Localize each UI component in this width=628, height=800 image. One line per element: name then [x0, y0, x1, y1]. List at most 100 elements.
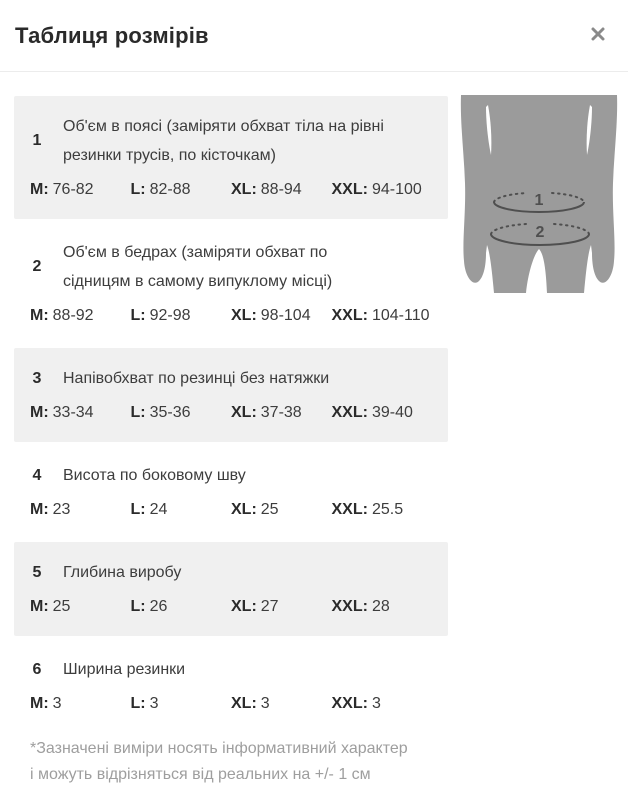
- size-value: 39-40: [371, 404, 413, 421]
- row-sizes: M: 23 L: 24 XL: 25 XXL: 25.5: [30, 496, 432, 523]
- row-description: Об'єм в поясі (заміряти обхват тіла на р…: [63, 118, 384, 164]
- size-label: L:: [130, 404, 146, 421]
- row-description: Об'єм в бедрах (заміряти обхват по сідни…: [63, 244, 333, 290]
- row-number: 2: [32, 258, 42, 275]
- size-label: XL:: [231, 598, 257, 615]
- size-label: XXL:: [331, 307, 368, 324]
- size-label: XL:: [231, 181, 257, 198]
- row-number: 4: [32, 466, 42, 484]
- size-label: M:: [30, 307, 49, 324]
- row-number: 3: [32, 369, 42, 387]
- modal-header: Таблиця розмірів: [0, 0, 628, 72]
- size-cell-l: L: 82-88: [131, 176, 232, 203]
- size-value: 3: [371, 695, 381, 712]
- size-cell-m: M: 33-34: [30, 399, 131, 426]
- row-number: 1: [32, 132, 42, 149]
- size-cell-xxl: XXL: 39-40: [332, 399, 433, 426]
- row-description: Глибина виробу: [63, 564, 182, 581]
- size-value: 104-110: [371, 307, 430, 324]
- size-value: 3: [149, 695, 159, 712]
- row-number: 5: [32, 563, 42, 581]
- close-icon: [590, 26, 606, 45]
- size-value: 23: [52, 501, 71, 518]
- size-label: M:: [30, 695, 49, 712]
- size-value: 82-88: [149, 181, 191, 198]
- right-armpit-gap: [586, 105, 592, 155]
- waist-marker-label: 1: [535, 192, 544, 209]
- size-value: 24: [149, 501, 168, 518]
- size-row-5: 5 Глибина виробу M: 25 L: 26 XL: 27 XXL: 28: [14, 542, 448, 636]
- size-label: XL:: [231, 501, 257, 518]
- size-value: 92-98: [149, 307, 191, 324]
- size-label: XL:: [231, 404, 257, 421]
- hip-measure-line: [490, 223, 590, 246]
- size-label: XL:: [231, 695, 257, 712]
- row-sizes: M: 33-34 L: 35-36 XL: 37-38 XXL: 39-40: [30, 399, 432, 426]
- size-cell-xl: XL: 88-94: [231, 176, 332, 203]
- size-cell-m: M: 76-82: [30, 176, 131, 203]
- row-sizes: M: 76-82 L: 82-88 XL: 88-94 XXL: 94-100: [30, 176, 432, 203]
- close-button[interactable]: [584, 22, 612, 50]
- size-value: 26: [149, 598, 168, 615]
- size-value: 27: [260, 598, 279, 615]
- size-value: 37-38: [260, 404, 302, 421]
- size-row-4: 4 Висота по боковому шву M: 23 L: 24 XL: 25…: [14, 453, 448, 531]
- size-cell-xxl: XXL: 3: [332, 690, 433, 717]
- size-label: L:: [130, 307, 146, 324]
- size-label: M:: [30, 404, 49, 421]
- torso-silhouette: [460, 95, 618, 293]
- size-cell-xl: XL: 27: [231, 593, 332, 620]
- size-label: XL:: [231, 307, 257, 324]
- size-row-6: 6 Ширина резинки M: 3 L: 3 XL: 3 XXL: 3: [14, 647, 448, 725]
- size-cell-xxl: XXL: 28: [332, 593, 433, 620]
- size-label: L:: [130, 695, 146, 712]
- size-value: 33-34: [52, 404, 94, 421]
- row-description: Висота по боковому шву: [63, 467, 246, 484]
- size-cell-xl: XL: 3: [231, 690, 332, 717]
- row-description: Ширина резинки: [63, 661, 186, 678]
- row-sizes: M: 88-92 L: 92-98 XL: 98-104 XXL: 104-110: [30, 302, 432, 329]
- size-label: XXL:: [331, 181, 368, 198]
- size-value: 3: [260, 695, 270, 712]
- size-row-2: 2 Об'єм в бедрах (заміряти обхват по сід…: [14, 230, 448, 337]
- row-description: Напівобхват по резинці без натяжки: [63, 370, 330, 387]
- size-row-1: 1 Об'єм в поясі (заміряти обхват тіла на…: [14, 96, 448, 219]
- size-label: M:: [30, 501, 49, 518]
- size-cell-m: M: 3: [30, 690, 131, 717]
- size-cell-xl: XL: 98-104: [231, 302, 332, 329]
- size-label: L:: [130, 598, 146, 615]
- size-value: 88-94: [260, 181, 302, 198]
- size-value: 25.5: [371, 501, 404, 518]
- size-value: 35-36: [149, 404, 191, 421]
- page-title: Таблиця розмірів: [15, 22, 209, 48]
- size-value: 98-104: [260, 307, 311, 324]
- size-cell-l: L: 24: [131, 496, 232, 523]
- size-value: 3: [52, 695, 62, 712]
- size-cell-xxl: XXL: 104-110: [332, 302, 433, 329]
- size-cell-l: L: 3: [131, 690, 232, 717]
- size-label: M:: [30, 181, 49, 198]
- size-cell-l: L: 35-36: [131, 399, 232, 426]
- size-value: 94-100: [371, 181, 422, 198]
- size-label: XXL:: [331, 404, 368, 421]
- hip-marker-label: 2: [536, 224, 545, 241]
- size-rows: 1 Об'єм в поясі (заміряти обхват тіла на…: [14, 96, 448, 788]
- size-cell-l: L: 26: [131, 593, 232, 620]
- size-cell-xxl: XXL: 94-100: [332, 176, 433, 203]
- size-value: 28: [371, 598, 390, 615]
- size-label: M:: [30, 598, 49, 615]
- size-label: XXL:: [331, 598, 368, 615]
- size-label: XXL:: [331, 695, 368, 712]
- size-cell-xl: XL: 37-38: [231, 399, 332, 426]
- size-cell-l: L: 92-98: [131, 302, 232, 329]
- size-label: XXL:: [331, 501, 368, 518]
- size-value: 88-92: [52, 307, 94, 324]
- size-cell-xl: XL: 25: [231, 496, 332, 523]
- size-cell-m: M: 88-92: [30, 302, 131, 329]
- row-sizes: M: 3 L: 3 XL: 3 XXL: 3: [30, 690, 432, 717]
- footnote: *Зазначені виміри носять інформативний х…: [30, 740, 408, 783]
- size-value: 25: [260, 501, 279, 518]
- waist-measure-line: [493, 192, 585, 213]
- left-armpit-gap: [486, 105, 492, 155]
